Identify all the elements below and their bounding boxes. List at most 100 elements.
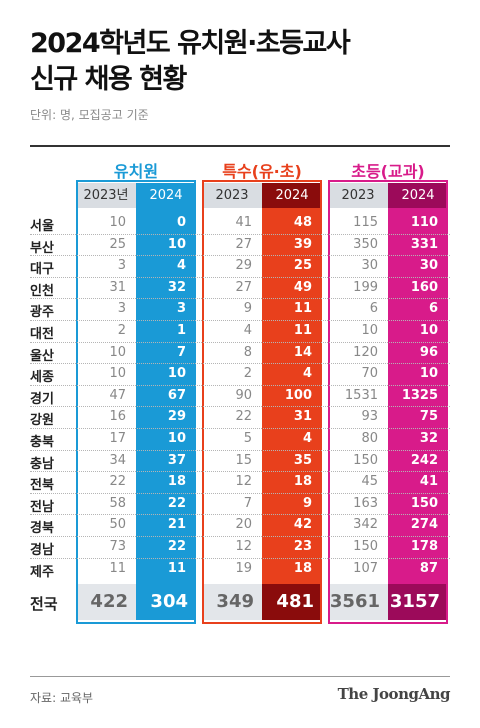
value-2024: 49 [293, 279, 312, 295]
group-box [328, 180, 448, 625]
column-header-2024: 2024 [262, 183, 322, 208]
value-2023: 4 [243, 323, 252, 338]
row-separator [30, 471, 450, 473]
top-divider [30, 145, 450, 147]
row-separator [30, 449, 450, 451]
region-label: 충북 [30, 435, 54, 450]
total-label: 전국 [30, 595, 58, 614]
total-bg-2024 [136, 584, 196, 621]
title-line-1: 2024학년도 유치원·초등교사 [30, 28, 351, 59]
value-2023: 3 [117, 258, 126, 274]
total-2024: 3157 [389, 591, 440, 613]
unit-note: 단위: 명, 모집공고 기준 [30, 108, 149, 122]
row-separator [30, 428, 450, 429]
row-separator [30, 406, 450, 408]
value-2024: 41 [419, 474, 438, 490]
series-column-2024 [136, 208, 196, 585]
value-2023: 150 [353, 539, 378, 554]
value-2023: 22 [109, 474, 126, 490]
value-2024: 14 [293, 344, 312, 360]
value-2023: 50 [109, 517, 126, 533]
value-2024: 6 [428, 301, 438, 317]
value-2024: 32 [167, 279, 186, 295]
value-2024: 31 [293, 409, 312, 425]
value-2024: 11 [167, 560, 186, 576]
value-2024: 331 [410, 236, 438, 252]
value-2023: 199 [353, 279, 378, 295]
value-2023: 12 [235, 539, 252, 554]
value-2023: 8 [243, 344, 252, 360]
value-2023: 31 [109, 279, 126, 295]
value-2024: 10 [167, 431, 186, 446]
value-2023: 12 [235, 474, 252, 490]
bottom-divider [30, 676, 450, 677]
region-label: 세종 [30, 370, 54, 386]
value-2023: 11 [109, 560, 126, 576]
value-2023: 16 [109, 409, 126, 425]
row-separator [30, 514, 450, 516]
region-label: 전북 [30, 478, 54, 494]
value-2024: 274 [410, 517, 438, 533]
value-2023: 73 [109, 539, 126, 554]
value-2024: 87 [419, 560, 438, 576]
value-2023: 10 [361, 323, 378, 338]
value-2023: 3 [117, 301, 126, 317]
row-separator [30, 341, 450, 343]
value-2024: 96 [419, 344, 438, 360]
row-separator [30, 255, 450, 257]
chart-title: 2024학년도 유치원·초등교사 신규 채용 현황 [30, 26, 351, 98]
row-separator [30, 276, 450, 278]
value-2024: 25 [293, 258, 312, 274]
column-header-2023: 2023년 [76, 183, 136, 208]
row-separator [30, 384, 450, 386]
total-bg-2024 [262, 584, 322, 621]
value-2024: 35 [293, 452, 312, 468]
value-2023: 47 [109, 387, 126, 403]
value-2024: 30 [419, 258, 438, 274]
row-separator [30, 298, 450, 300]
value-2023: 27 [235, 236, 252, 252]
row-separator [30, 557, 450, 559]
value-2023: 350 [353, 236, 378, 252]
value-2024: 4 [302, 366, 312, 382]
value-2024: 178 [410, 539, 438, 554]
value-2024: 10 [167, 236, 186, 252]
group-heading: 유치원 [113, 162, 159, 181]
value-2023: 58 [109, 495, 126, 511]
value-2024: 110 [410, 215, 438, 230]
value-2023: 5 [243, 431, 252, 446]
value-2024: 21 [167, 517, 186, 533]
series-column-2024 [388, 208, 448, 585]
column-header-2023: 2023 [202, 183, 262, 208]
publisher-logo: The JoongAng [337, 685, 451, 703]
value-2024: 10 [419, 366, 438, 382]
value-2024: 10 [419, 323, 438, 338]
value-2023: 17 [109, 431, 126, 446]
region-label: 울산 [30, 348, 54, 364]
total-2023: 349 [216, 591, 254, 613]
value-2023: 10 [109, 215, 126, 230]
value-2024: 10 [167, 366, 186, 382]
total-2023: 422 [90, 591, 128, 613]
value-2024: 150 [410, 495, 438, 511]
value-2024: 0 [176, 215, 186, 230]
value-2024: 75 [419, 409, 438, 425]
value-2023: 93 [361, 409, 378, 425]
row-separator [30, 320, 450, 321]
value-2024: 4 [302, 431, 312, 446]
row-separator [30, 233, 450, 235]
value-2024: 100 [284, 387, 312, 403]
value-2023: 22 [235, 409, 252, 425]
column-header-2023: 2023 [328, 183, 388, 208]
region-label: 제주 [30, 564, 54, 580]
total-2024: 304 [150, 591, 188, 613]
total-2023: 3561 [329, 591, 380, 613]
value-2024: 160 [410, 279, 438, 295]
total-bg-2023 [328, 584, 388, 621]
value-2023: 163 [353, 495, 378, 511]
series-column-2024 [262, 208, 322, 585]
group-heading: 초등(교과) [351, 162, 425, 181]
row-separator [30, 536, 450, 537]
value-2024: 1 [176, 323, 186, 338]
group-box [202, 180, 322, 625]
